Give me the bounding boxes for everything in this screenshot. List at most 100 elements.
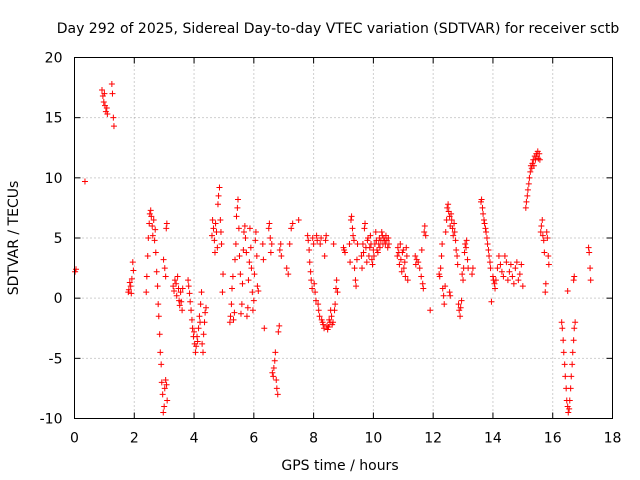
data-point: [185, 283, 192, 290]
data-point: [283, 265, 290, 272]
x-tick-label: 12: [424, 431, 442, 447]
data-point: [586, 249, 593, 256]
data-point: [385, 235, 392, 241]
data-point: [365, 253, 372, 260]
data-point: [403, 244, 410, 251]
data-point: [309, 285, 316, 292]
data-point: [457, 304, 464, 311]
data-point: [316, 313, 323, 320]
data-point: [104, 111, 111, 118]
data-point: [189, 325, 196, 332]
data-point: [353, 283, 360, 290]
data-point: [509, 273, 516, 280]
data-point: [161, 265, 168, 272]
data-point: [366, 244, 373, 251]
data-point: [185, 277, 192, 284]
data-point: [220, 271, 227, 278]
data-point: [203, 304, 210, 311]
data-point: [443, 216, 450, 223]
data-point: [560, 349, 567, 356]
data-point: [275, 328, 282, 335]
chart-title: Day 292 of 2025, Sidereal Day-to-day VTE…: [57, 21, 620, 37]
data-point: [513, 259, 520, 266]
data-point: [173, 280, 180, 287]
x-tick-label: 16: [544, 431, 562, 447]
data-point: [278, 253, 285, 260]
data-point: [570, 277, 577, 284]
data-point: [246, 259, 253, 266]
data-point: [530, 162, 537, 169]
data-point: [353, 256, 360, 263]
data-point: [442, 228, 449, 235]
data-point: [242, 235, 249, 241]
data-point: [541, 249, 548, 256]
data-point: [418, 273, 425, 280]
data-point: [571, 273, 578, 280]
data-point: [176, 302, 183, 309]
data-point: [460, 277, 467, 284]
data-point: [100, 99, 107, 106]
data-point: [198, 289, 205, 296]
data-point: [162, 376, 169, 383]
data-point: [397, 256, 404, 263]
data-point: [237, 271, 244, 278]
data-point: [273, 376, 280, 383]
data-point: [306, 259, 313, 266]
data-point: [525, 180, 532, 187]
data-point: [560, 337, 567, 344]
data-point: [376, 244, 383, 251]
data-point: [240, 228, 247, 235]
data-point: [110, 123, 117, 130]
data-point: [253, 253, 260, 260]
data-point: [200, 349, 207, 356]
data-point: [359, 265, 366, 272]
data-point: [483, 228, 490, 235]
data-point: [196, 313, 203, 320]
data-point: [457, 313, 464, 320]
data-point: [160, 409, 167, 416]
data-point: [315, 301, 322, 308]
data-point: [444, 204, 451, 211]
data-point: [313, 297, 320, 304]
data-point: [236, 253, 243, 260]
data-point: [261, 325, 268, 332]
data-point: [469, 271, 476, 278]
data-point: [479, 204, 486, 211]
data-point: [421, 222, 428, 229]
data-point: [436, 273, 443, 280]
y-tick-label: 20: [45, 51, 63, 67]
data-point: [269, 369, 276, 376]
data-point: [370, 253, 377, 260]
data-point: [313, 232, 320, 239]
data-point: [295, 216, 302, 223]
data-point: [323, 232, 330, 239]
data-point: [331, 307, 338, 314]
data-point: [510, 280, 517, 287]
data-point: [234, 204, 241, 211]
data-point: [587, 277, 594, 284]
data-point: [401, 259, 408, 266]
data-point: [349, 225, 356, 232]
y-axis-label: SDTVAR / TECUs: [6, 181, 22, 296]
data-point: [126, 279, 133, 286]
data-point: [494, 265, 501, 272]
data-point: [155, 313, 162, 320]
data-point: [565, 409, 572, 416]
data-point: [559, 325, 566, 332]
data-point: [191, 328, 198, 335]
data-point: [288, 225, 295, 232]
data-point: [235, 225, 242, 232]
data-point: [237, 310, 244, 317]
data-point: [332, 301, 339, 308]
data-point: [238, 301, 245, 308]
data-point: [396, 261, 403, 268]
data-point: [163, 381, 170, 388]
y-tick-label: -5: [49, 351, 63, 367]
data-point: [217, 216, 224, 223]
data-point: [394, 253, 401, 260]
data-point: [539, 216, 546, 223]
data-point: [522, 204, 529, 211]
data-point: [248, 265, 255, 272]
data-point: [368, 256, 375, 263]
data-point: [161, 403, 168, 410]
